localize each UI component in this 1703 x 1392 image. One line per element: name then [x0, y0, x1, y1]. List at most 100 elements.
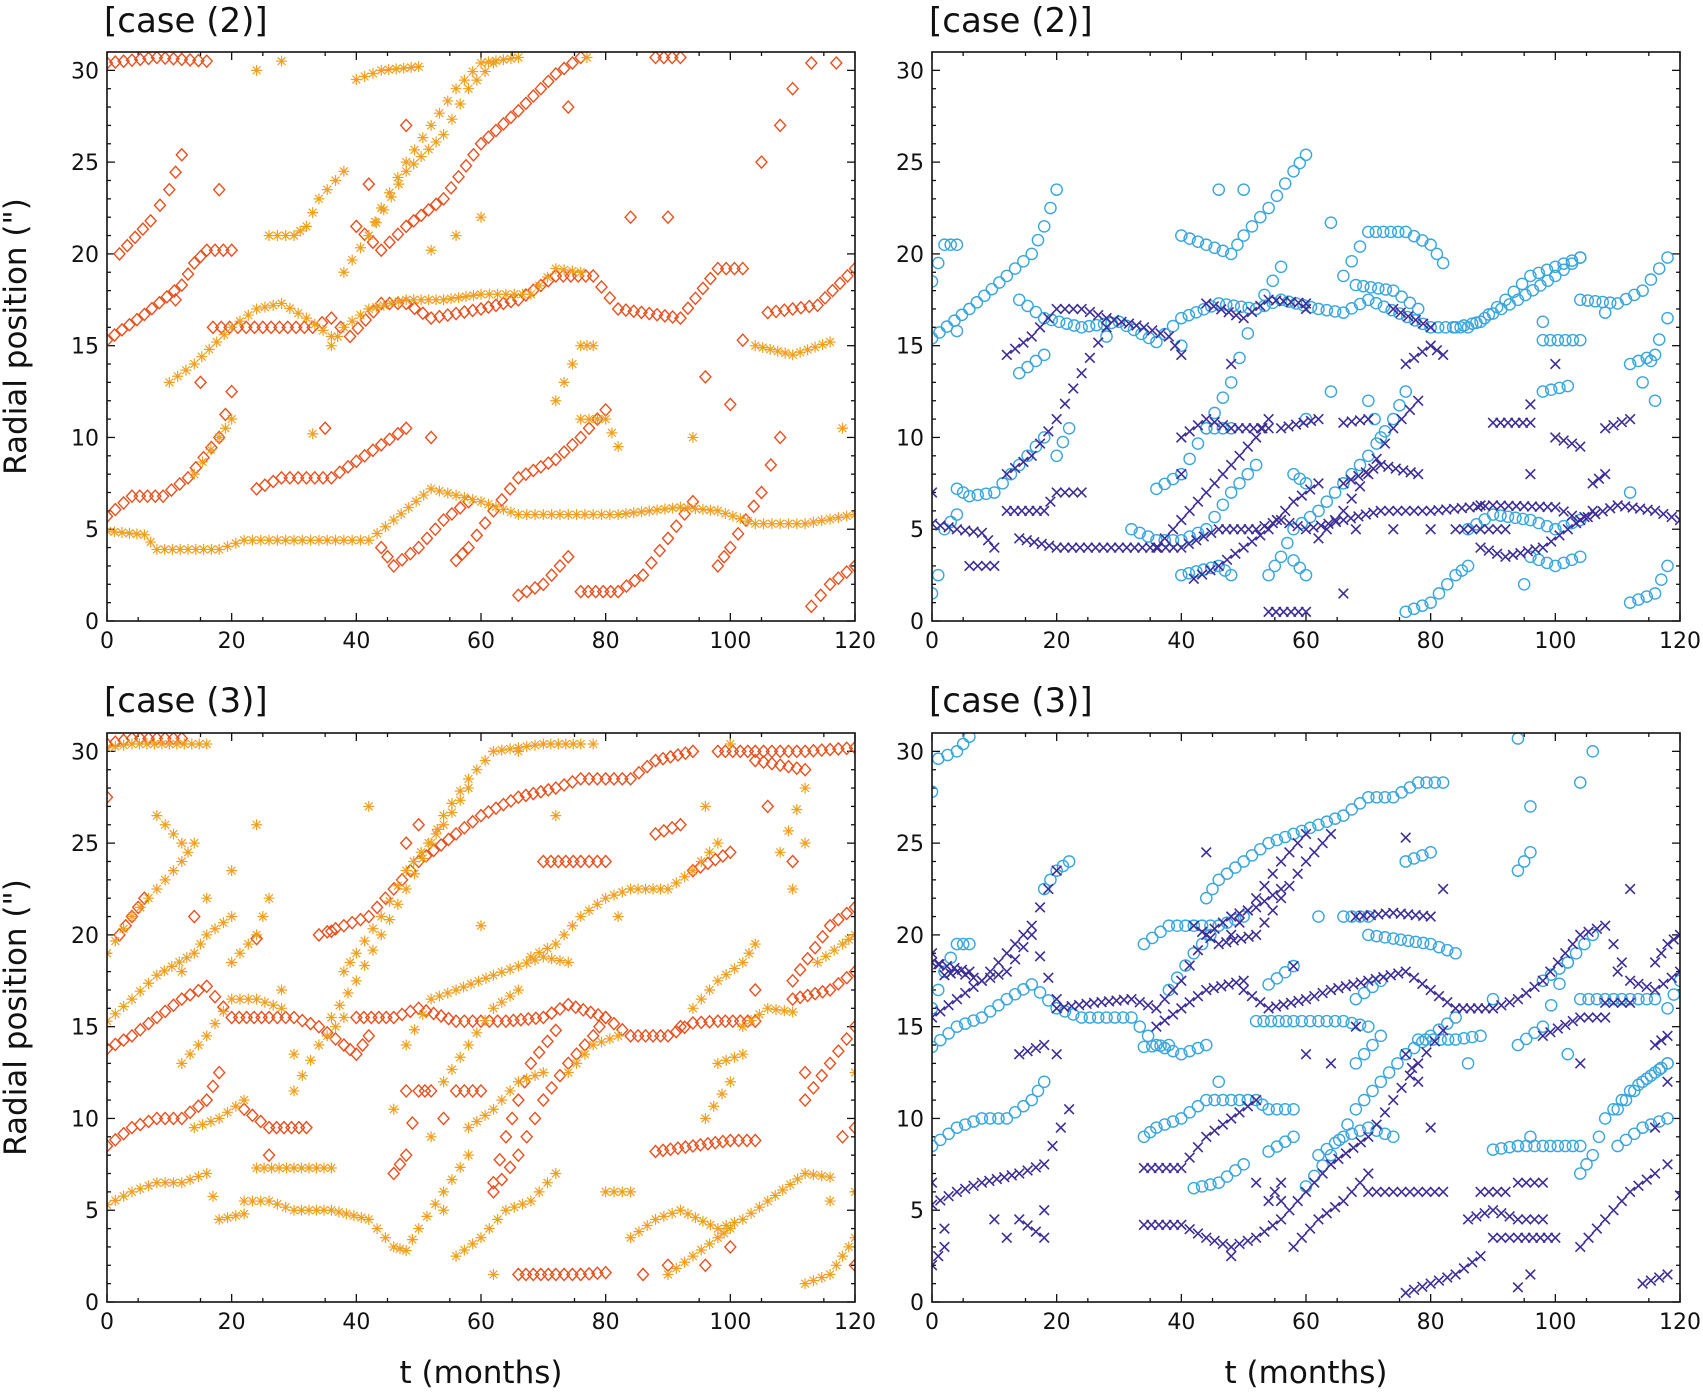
circle-marker: [983, 1112, 997, 1125]
x-marker: [932, 958, 944, 970]
star-marker: [579, 509, 591, 521]
diamond-marker: [412, 1083, 426, 1098]
star-marker: [321, 1030, 333, 1042]
diamond-marker: [108, 1132, 122, 1147]
star-marker: [403, 502, 415, 514]
star-marker: [346, 254, 358, 266]
circle-marker: [1262, 1102, 1275, 1116]
plot-frame: [106, 732, 856, 1303]
x-marker: [1250, 929, 1262, 941]
diamond-marker: [599, 771, 613, 786]
x-marker: [1267, 905, 1279, 916]
circle-marker: [1189, 305, 1203, 319]
x-marker: [1552, 1023, 1564, 1034]
star-marker: [546, 953, 558, 965]
diamond-marker: [466, 814, 480, 829]
star-marker: [450, 230, 462, 242]
x-marker: [1200, 1131, 1212, 1143]
diamond-marker: [175, 52, 189, 67]
star-marker: [774, 518, 786, 530]
x-marker: [1168, 542, 1179, 553]
star-marker: [313, 1039, 325, 1051]
circle-marker: [1017, 254, 1030, 268]
diamond-marker: [462, 540, 475, 555]
x-marker: [1234, 450, 1245, 462]
circle-marker: [1337, 269, 1350, 283]
x-marker: [1259, 895, 1270, 907]
star-marker: [841, 510, 853, 522]
star-marker: [429, 1198, 441, 1210]
star-marker: [415, 294, 427, 306]
circle-marker: [1573, 293, 1587, 307]
circle-marker: [1379, 283, 1393, 296]
x-marker: [1001, 468, 1013, 480]
circle-marker: [1253, 210, 1267, 224]
circle-marker: [1353, 910, 1367, 923]
diamond-marker: [175, 1111, 189, 1126]
x-marker: [1649, 505, 1661, 517]
star-marker: [521, 509, 533, 521]
star-marker: [384, 187, 396, 199]
star-marker: [118, 739, 130, 751]
x-marker: [1188, 920, 1200, 932]
x-marker: [1175, 1002, 1187, 1014]
x-marker: [1450, 1269, 1461, 1280]
circle-marker: [1431, 321, 1445, 334]
star-marker: [226, 413, 238, 425]
diamond-marker: [549, 66, 563, 82]
diamond-marker: [755, 485, 768, 500]
diamond-marker: [491, 1014, 505, 1029]
x-marker: [932, 487, 938, 498]
circle-marker: [1000, 269, 1014, 283]
circle-marker: [1544, 998, 1558, 1012]
star-marker: [600, 892, 612, 904]
x-marker: [1558, 506, 1570, 517]
x-marker: [1304, 1223, 1316, 1234]
circle-marker: [979, 487, 993, 501]
star-marker: [471, 1116, 483, 1128]
x-marker: [1225, 358, 1237, 370]
x-marker: [1549, 358, 1561, 370]
circle-marker: [1478, 513, 1491, 526]
circle-marker: [1536, 1139, 1550, 1153]
x-marker: [1574, 1012, 1586, 1023]
circle-marker: [1000, 1112, 1014, 1125]
x-marker: [1205, 564, 1216, 576]
diamond-marker: [318, 421, 332, 436]
x-marker: [1313, 477, 1324, 489]
star-marker: [697, 503, 709, 515]
x-marker: [1666, 511, 1678, 523]
star-marker: [310, 1204, 322, 1216]
star-marker: [504, 1085, 516, 1097]
diamond-marker: [631, 1028, 645, 1043]
circle-marker: [1179, 919, 1192, 933]
circle-marker: [1549, 559, 1562, 573]
x-marker: [1288, 960, 1299, 972]
circle-marker: [1524, 800, 1537, 813]
circle-marker: [1012, 293, 1026, 307]
diamond-marker: [156, 489, 170, 504]
circle-marker: [1652, 1063, 1666, 1076]
circle-marker: [1580, 1158, 1593, 1171]
star-marker: [490, 501, 502, 513]
x-marker: [1200, 1232, 1212, 1244]
x-marker: [1169, 340, 1181, 352]
star-marker: [109, 740, 121, 752]
star-marker: [180, 364, 192, 376]
diamond-marker: [270, 1120, 283, 1135]
circle-marker: [1503, 1140, 1516, 1154]
star-marker: [334, 999, 346, 1011]
diamond-marker: [503, 481, 517, 496]
y-tick-label: 25: [71, 151, 99, 176]
star-marker: [450, 83, 462, 95]
star-marker: [581, 340, 593, 352]
diamond-marker: [741, 744, 755, 759]
diamond-marker: [493, 1152, 507, 1167]
x-marker: [1051, 542, 1063, 553]
x-marker: [1238, 984, 1250, 996]
circle-marker: [1369, 225, 1383, 239]
x-marker: [1491, 548, 1503, 560]
circle-marker: [1274, 260, 1288, 274]
circle-marker: [1374, 1075, 1388, 1089]
diamond-marker: [200, 1093, 214, 1108]
